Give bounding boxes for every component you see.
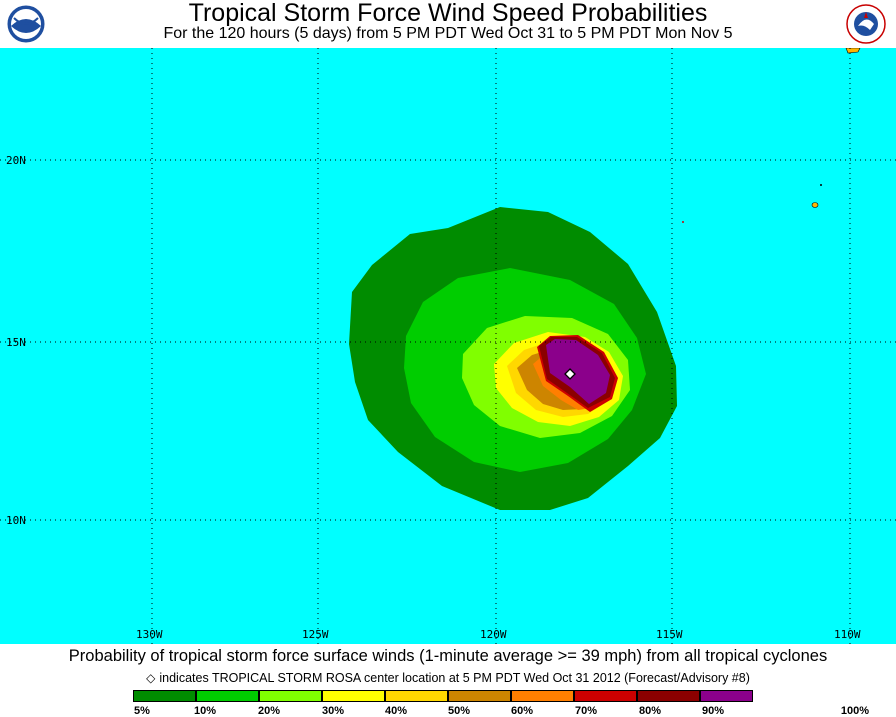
diamond-icon — [564, 368, 576, 380]
lon-label-115w: 115W — [656, 628, 683, 641]
legend-label: 30% — [321, 705, 345, 717]
island — [845, 48, 861, 54]
legend-label: 50% — [447, 705, 471, 717]
legend-label: 20% — [257, 705, 281, 717]
storm-location-text: indicates TROPICAL STORM ROSA center loc… — [159, 671, 750, 685]
legend-swatch-50-60 — [448, 690, 511, 702]
legend-swatch-30-40 — [322, 690, 385, 702]
lon-label-130w: 130W — [136, 628, 163, 641]
lat-label-10n: 10N — [6, 514, 26, 527]
island — [811, 202, 819, 208]
legend-label: 40% — [384, 705, 408, 717]
legend-swatch-5-10 — [133, 690, 196, 702]
legend-swatch-70-80 — [574, 690, 637, 702]
map-caption: Probability of tropical storm force surf… — [68, 647, 828, 665]
legend-swatch-90-100 — [700, 690, 753, 702]
band-90-100 — [546, 339, 610, 404]
legend-label: 70% — [574, 705, 598, 717]
legend-swatch-10-20 — [196, 690, 259, 702]
header: Tropical Storm Force Wind Speed Probabil… — [0, 0, 896, 48]
color-legend: 5% 10% 20% 30% 40% 50% 60% 70% 80% 90% 1… — [0, 690, 896, 717]
probability-map: 20N 15N 10N 130W 125W 120W 115W 110W — [0, 48, 896, 644]
legend-label: 60% — [510, 705, 534, 717]
island — [682, 221, 684, 223]
page-title: Tropical Storm Force Wind Speed Probabil… — [188, 0, 708, 27]
lon-label-120w: 120W — [480, 628, 507, 641]
lon-label-110w: 110W — [834, 628, 861, 641]
island — [820, 184, 822, 186]
diamond-icon: ◇ — [146, 671, 156, 685]
legend-label: 80% — [638, 705, 662, 717]
legend-swatch-20-30 — [259, 690, 322, 702]
lat-label-15n: 15N — [6, 336, 26, 349]
footer: Probability of tropical storm force surf… — [0, 644, 896, 717]
page-subtitle: For the 120 hours (5 days) from 5 PM PDT… — [163, 25, 733, 42]
lat-label-20n: 20N — [6, 154, 26, 167]
storm-location-note: ◇ indicates TROPICAL STORM ROSA center lo… — [0, 670, 896, 686]
legend-label: 100% — [840, 705, 869, 717]
nws-logo — [846, 4, 886, 44]
legend-swatch-60-70 — [511, 690, 574, 702]
lon-label-125w: 125W — [302, 628, 329, 641]
legend-label: 5% — [134, 705, 150, 717]
legend-label: 10% — [193, 705, 217, 717]
legend-swatch-40-50 — [385, 690, 448, 702]
legend-swatch-80-90 — [637, 690, 700, 702]
legend-label: 90% — [701, 705, 725, 717]
noaa-logo — [6, 4, 46, 44]
